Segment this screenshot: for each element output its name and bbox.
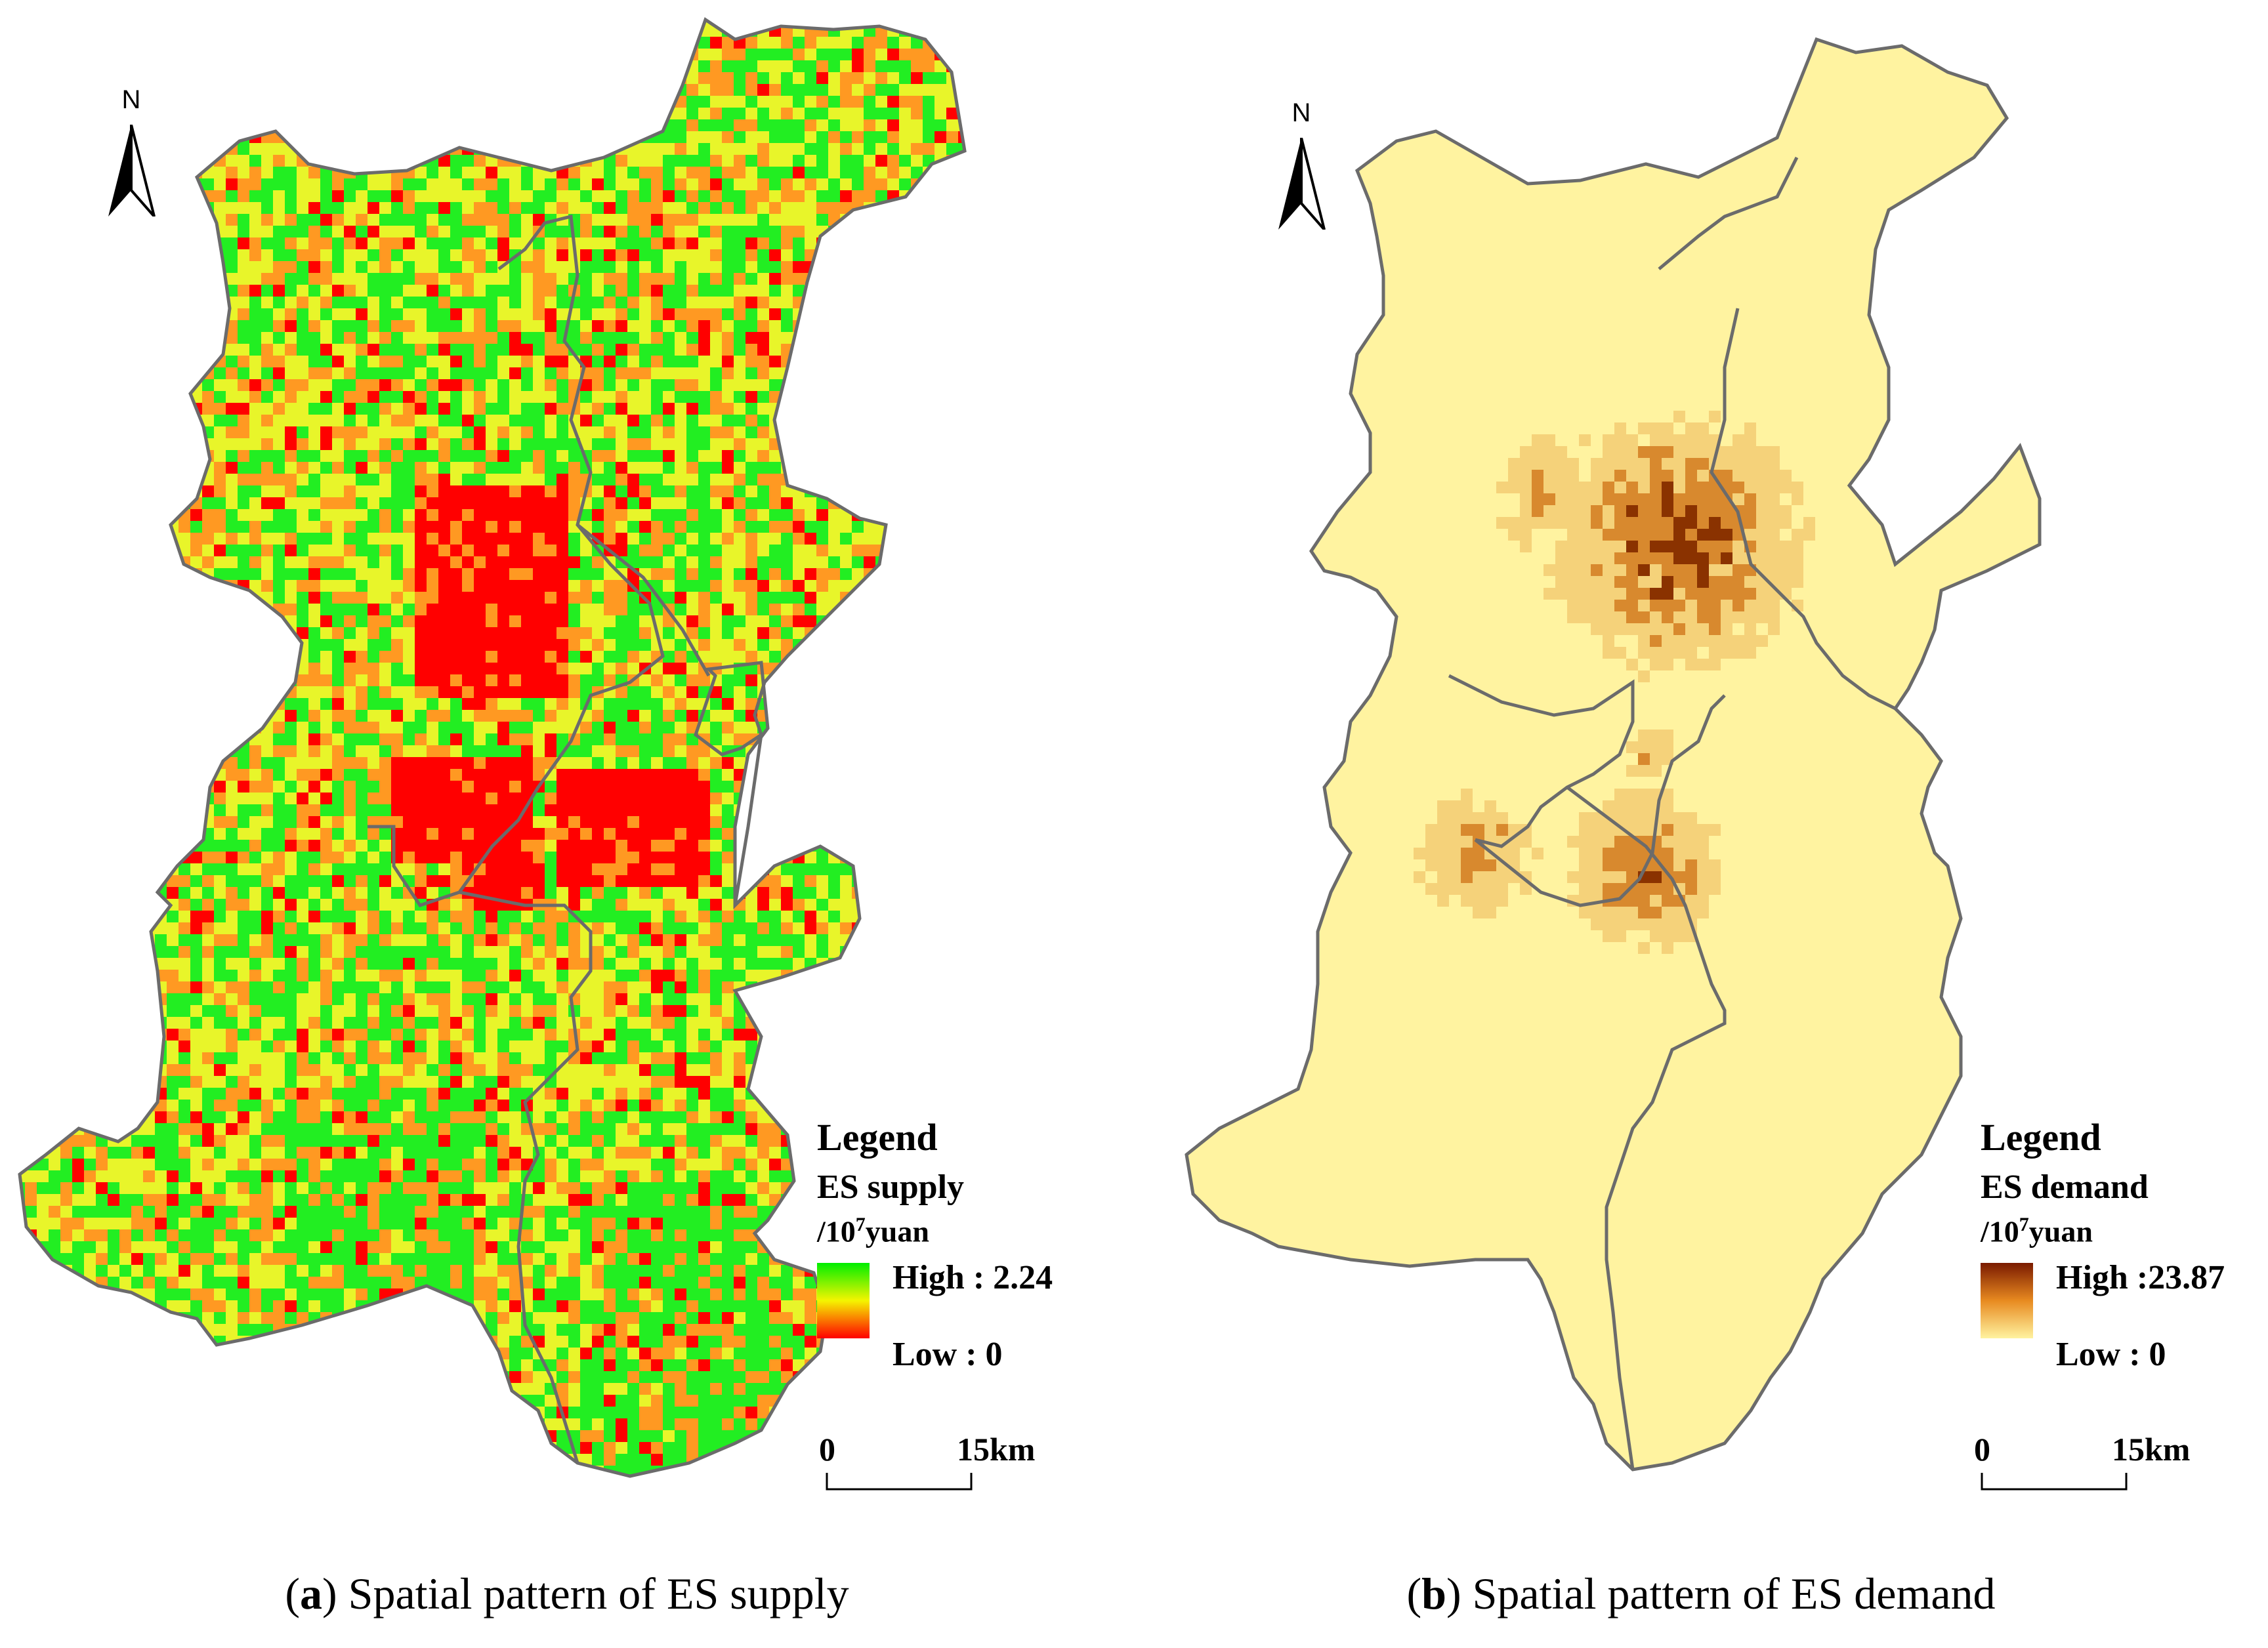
scale-bar-line	[826, 1473, 973, 1491]
legend-title: Legend	[1981, 1116, 2101, 1159]
caption-letter: a	[299, 1569, 322, 1618]
legend-low-label: Low : 0	[892, 1336, 1003, 1373]
legend-title: Legend	[817, 1116, 938, 1159]
panel-es-supply: N Legend ES supply /107yuan High : 2.24 …	[18, 17, 1075, 1618]
scale-bar-line	[1981, 1473, 2128, 1491]
caption-a: (a) Spatial pattern of ES supply	[285, 1569, 849, 1618]
panel-es-demand: N Legend ES demand /107yuan High :23.87 …	[1134, 0, 2268, 1648]
caption-b: (b) Spatial pattern of ES demand	[1406, 1569, 1996, 1618]
caption-text: Spatial pattern of ES demand	[1472, 1569, 1996, 1618]
north-arrow: N	[1272, 98, 1331, 230]
unit-exponent: 7	[2019, 1214, 2029, 1235]
unit-prefix: /10	[1981, 1214, 2019, 1248]
north-label: N	[121, 85, 141, 114]
caption-text: Spatial pattern of ES supply	[348, 1569, 849, 1618]
scale-end-label: 15km	[2112, 1431, 2191, 1468]
north-arrow: N	[102, 85, 161, 216]
scale-start-label: 0	[1974, 1431, 1990, 1468]
legend-variable: ES supply	[817, 1168, 965, 1206]
legend-low-label: Low : 0	[2056, 1336, 2166, 1373]
district-boundaries	[1448, 156, 1897, 1470]
legend-high-label: High :23.87	[2056, 1259, 2225, 1296]
legend-unit: /107yuan	[817, 1214, 929, 1248]
unit-suffix: yuan	[2028, 1214, 2093, 1248]
color-ramp	[817, 1263, 870, 1338]
unit-prefix: /10	[817, 1214, 856, 1248]
legend-unit: /107yuan	[1981, 1214, 2093, 1248]
north-arrow-icon	[108, 125, 156, 216]
legend-demand: Legend ES demand /107yuan High :23.87 Lo…	[1981, 1115, 2268, 1424]
caption-letter: b	[1421, 1569, 1446, 1618]
district-boundaries	[368, 214, 763, 1464]
scale-bar: 0 15km	[1974, 1430, 2230, 1509]
legend-variable: ES demand	[1981, 1168, 2149, 1206]
legend-high-label: High : 2.24	[892, 1259, 1053, 1296]
scale-end-label: 15km	[957, 1431, 1036, 1468]
north-label: N	[1292, 98, 1311, 127]
scale-start-label: 0	[819, 1431, 835, 1468]
es-supply-map	[18, 17, 967, 1478]
unit-suffix: yuan	[865, 1214, 929, 1248]
study-area-outline	[1185, 37, 2042, 1472]
north-arrow-icon	[1278, 138, 1326, 230]
study-area-outline	[18, 17, 967, 1478]
scale-bar: 0 15km	[819, 1430, 1075, 1509]
unit-exponent: 7	[855, 1214, 866, 1235]
es-demand-map	[1185, 37, 2042, 1472]
color-ramp	[1981, 1263, 2033, 1338]
legend-supply: Legend ES supply /107yuan High : 2.24 Lo…	[817, 1115, 1158, 1424]
